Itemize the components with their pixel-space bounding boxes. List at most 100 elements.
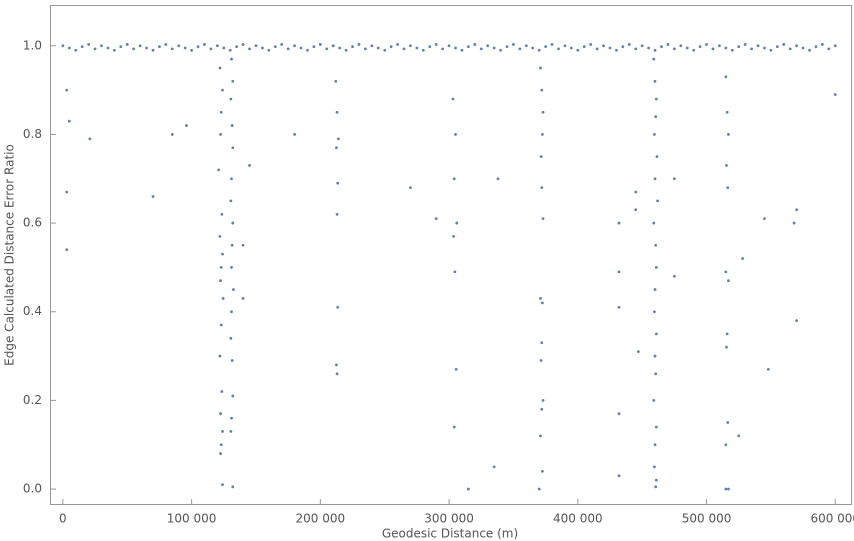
point (231, 394, 235, 398)
point (434, 217, 438, 221)
point (455, 221, 459, 225)
point (654, 115, 658, 119)
point (808, 48, 811, 52)
point (335, 212, 339, 216)
point (539, 155, 543, 158)
point (833, 44, 837, 48)
point (335, 146, 338, 150)
point (679, 44, 683, 48)
point (621, 45, 625, 49)
point (540, 407, 544, 411)
point (325, 47, 329, 51)
point (788, 47, 792, 51)
point (215, 44, 219, 48)
point (654, 425, 658, 429)
point (518, 47, 522, 51)
point (221, 297, 225, 300)
point (93, 47, 97, 51)
point (617, 474, 621, 478)
point (235, 45, 239, 49)
x-tick-label: 100 000 (167, 512, 217, 526)
point (727, 133, 730, 136)
point (540, 133, 544, 136)
x-tick-label: 600 000 (810, 512, 854, 526)
point (652, 398, 656, 402)
point (370, 44, 374, 48)
point (312, 45, 316, 49)
point (434, 43, 438, 46)
point (544, 45, 548, 49)
point (782, 43, 786, 46)
point (685, 46, 689, 50)
point (617, 270, 621, 274)
y-tick-label: 0.4 (23, 304, 42, 318)
point (336, 181, 340, 185)
point (396, 43, 399, 46)
point (232, 288, 235, 291)
point (164, 43, 168, 46)
point (219, 279, 222, 283)
point (218, 354, 222, 358)
point (254, 44, 258, 48)
point (336, 305, 340, 309)
point (540, 301, 544, 305)
point (229, 97, 233, 101)
point (653, 48, 657, 52)
point (219, 133, 222, 136)
point (80, 45, 84, 49)
point (228, 48, 232, 52)
point (725, 332, 729, 336)
point (106, 46, 110, 50)
point (177, 44, 181, 48)
point (351, 45, 354, 49)
point (725, 164, 728, 167)
point (230, 266, 233, 269)
point (441, 47, 445, 51)
point (220, 212, 224, 216)
point (409, 186, 412, 190)
point (653, 354, 657, 358)
x-tick-label: 500 000 (682, 512, 732, 526)
point (540, 88, 544, 92)
y-tick-label: 1.0 (23, 38, 42, 52)
point (447, 44, 451, 48)
y-tick-label: 0.6 (23, 216, 42, 230)
point (499, 48, 502, 52)
x-tick-label: 300 000 (424, 512, 474, 526)
point (286, 47, 290, 51)
point (725, 110, 729, 114)
point (617, 305, 621, 309)
point (541, 110, 545, 114)
point (763, 217, 766, 221)
point (479, 47, 483, 51)
point (219, 452, 222, 455)
point (615, 48, 618, 52)
point (711, 47, 715, 51)
point (230, 243, 234, 247)
point (299, 46, 303, 50)
point (74, 48, 78, 52)
point (692, 48, 696, 52)
point (595, 47, 599, 51)
point (170, 47, 174, 51)
point (230, 124, 234, 127)
point (221, 483, 224, 487)
point (230, 416, 233, 420)
point (138, 44, 142, 48)
point (241, 243, 245, 247)
point (576, 48, 580, 52)
point (769, 48, 773, 52)
point (726, 421, 730, 424)
point (814, 45, 818, 49)
point (248, 47, 251, 51)
point (280, 43, 284, 46)
point (653, 288, 657, 291)
point (737, 434, 741, 438)
x-tick-label: 400 000 (553, 512, 603, 526)
point (627, 43, 631, 46)
point (409, 44, 412, 48)
point (647, 46, 651, 50)
point (190, 48, 194, 52)
point (827, 47, 831, 51)
point (261, 46, 264, 50)
